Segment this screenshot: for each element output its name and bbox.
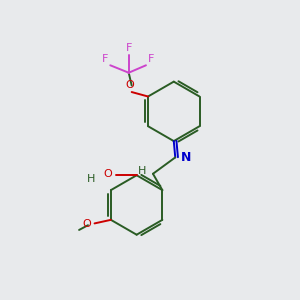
Text: N: N <box>181 151 191 164</box>
Text: O: O <box>103 169 112 179</box>
Text: H: H <box>87 174 95 184</box>
Text: F: F <box>101 54 108 64</box>
Text: F: F <box>125 43 132 53</box>
Text: F: F <box>148 54 155 64</box>
Text: O: O <box>83 219 92 229</box>
Text: H: H <box>138 167 146 176</box>
Text: O: O <box>125 80 134 90</box>
